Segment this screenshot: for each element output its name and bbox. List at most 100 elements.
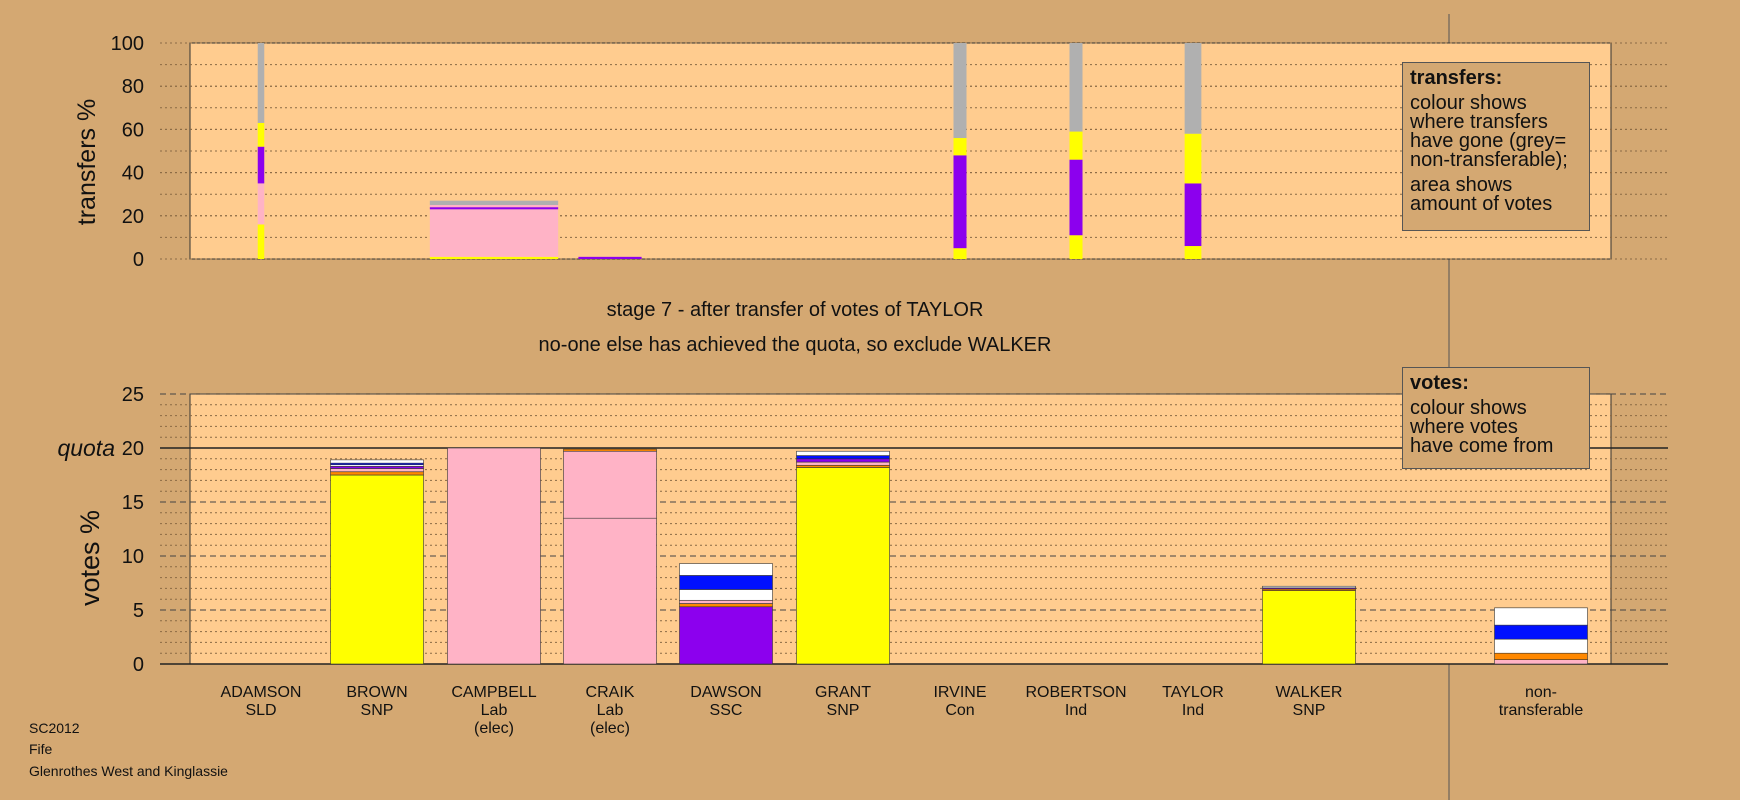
transfers-y-tick-label: 80	[122, 76, 144, 98]
candidate-name-label: BROWN	[346, 684, 407, 701]
votes-legend-line: colour shows	[1410, 397, 1527, 419]
votes-legend: votes: colour shows where votes have com…	[1402, 367, 1590, 469]
vote-bar-segment	[1494, 638, 1588, 654]
votes-y-tick-label: 0	[133, 654, 144, 676]
candidate-note-label: (elec)	[590, 720, 630, 737]
votes-y-tick-label: 15	[122, 492, 144, 514]
votes-plot-area	[189, 393, 1612, 665]
transfers-y-tick-label: 0	[133, 249, 144, 271]
vote-bar-segment	[1494, 624, 1588, 640]
transfer-bar-segment	[1069, 159, 1083, 236]
vote-bar-segment	[563, 517, 657, 665]
candidate-party-label: SNP	[827, 702, 860, 719]
vote-bar-segment	[330, 459, 424, 464]
candidate-party-label: Con	[945, 702, 974, 719]
transfers-legend-line: have gone (grey=	[1410, 130, 1567, 152]
candidate-party-label: Lab	[597, 702, 624, 719]
vote-bar-segment	[330, 474, 424, 665]
vote-bar-segment	[1494, 607, 1588, 626]
footer-code: SC2012	[29, 720, 80, 736]
transfer-bar-segment	[429, 207, 559, 210]
candidate-name-label: ROBERTSON	[1025, 684, 1126, 701]
candidate-name-label: CAMPBELL	[451, 684, 536, 701]
transfer-bar-segment	[257, 146, 265, 184]
transfers-legend-title: transfers:	[1410, 67, 1503, 89]
candidate-party-label: Lab	[481, 702, 508, 719]
transfer-bar-segment	[1184, 246, 1202, 259]
vote-bar-segment	[796, 467, 890, 665]
vote-bar-segment	[1494, 652, 1588, 660]
votes-y-tick-label: 20	[122, 438, 144, 460]
candidate-party-label: SLD	[245, 702, 276, 719]
transfers-y-axis-label: transfers %	[73, 99, 101, 225]
vote-bar-segment	[796, 455, 890, 460]
candidate-name-label: TAYLOR	[1162, 684, 1224, 701]
transfer-bar-segment	[1184, 133, 1202, 184]
footer-ward: Glenrothes West and Kinglassie	[29, 763, 228, 779]
transfer-bar-segment	[429, 209, 559, 257]
vote-bar-segment	[563, 450, 657, 519]
vote-bar-segment	[1494, 659, 1588, 665]
candidate-party-label: SSC	[710, 702, 743, 719]
vote-bar-segment	[330, 468, 424, 473]
transfer-bar-segment	[257, 224, 265, 259]
vote-bar-segment	[679, 563, 773, 576]
transfer-bar-segment	[578, 256, 642, 259]
transfers-y-tick-label: 20	[122, 206, 144, 228]
votes-legend-line: have come from	[1410, 435, 1554, 457]
candidate-party-label: SNP	[361, 702, 394, 719]
transfer-bar-segment	[257, 183, 265, 225]
candidate-party-label: Ind	[1065, 702, 1087, 719]
votes-y-tick-label: 10	[122, 546, 144, 568]
votes-legend-line: where votes	[1410, 416, 1518, 438]
vote-bar-segment	[796, 450, 890, 456]
vote-bar-segment	[679, 575, 773, 590]
transfer-bar-segment	[257, 122, 265, 147]
transfers-y-tick-label: 60	[122, 119, 144, 141]
candidate-name-label: non-	[1525, 684, 1557, 701]
stage-caption: stage 7 - after transfer of votes of TAY…	[606, 299, 984, 321]
vote-bar-segment	[1262, 585, 1356, 589]
transfer-bar-segment	[1184, 183, 1202, 247]
transfer-bar-segment	[1184, 43, 1202, 134]
vote-bar-segment	[679, 606, 773, 665]
transfer-bar-segment	[257, 43, 265, 123]
transfers-y-tick-label: 100	[111, 33, 144, 55]
transfer-bar-segment	[1069, 43, 1083, 132]
vote-bar-segment	[330, 471, 424, 476]
candidate-note-label: (elec)	[474, 720, 514, 737]
transfers-legend-line: colour shows	[1410, 92, 1527, 114]
candidate-name-label: WALKER	[1276, 684, 1343, 701]
vote-bar-segment	[796, 464, 890, 468]
vote-bar-segment	[679, 603, 773, 608]
action-caption: no-one else has achieved the quota, so e…	[538, 334, 1052, 356]
transfer-bar-segment	[1069, 235, 1083, 259]
candidate-name-label: GRANT	[815, 684, 871, 701]
votes-y-axis-label: votes %	[75, 510, 105, 606]
transfers-legend: transfers: colour shows where transfers …	[1402, 62, 1590, 231]
vote-bar-segment	[330, 466, 424, 469]
transfer-bar-segment	[429, 200, 559, 205]
transfers-y-tick-label: 40	[122, 163, 144, 185]
candidate-name-label: CRAIK	[586, 684, 635, 701]
vote-bar-segment	[1262, 590, 1356, 665]
transfer-bar-segment	[953, 155, 967, 249]
candidate-name-label: ADAMSON	[221, 684, 302, 701]
votes-y-tick-label: 5	[133, 600, 144, 622]
candidate-name-label: DAWSON	[690, 684, 761, 701]
vote-bar-segment	[563, 448, 657, 452]
transfer-bar-segment	[429, 256, 559, 259]
transfer-bar-segment	[953, 248, 967, 259]
candidate-name-label: IRVINE	[933, 684, 986, 701]
transfer-bar-segment	[953, 43, 967, 139]
transfer-bar-segment	[429, 205, 559, 208]
candidate-party-label: SNP	[1293, 702, 1326, 719]
candidate-party-label: Ind	[1182, 702, 1204, 719]
transfers-legend-line: non-transferable);	[1410, 149, 1568, 171]
quota-label: quota	[57, 435, 115, 461]
transfer-bar-segment	[953, 138, 967, 156]
votes-y-tick-label: 25	[122, 384, 144, 406]
transfers-legend-line: where transfers	[1410, 111, 1548, 133]
